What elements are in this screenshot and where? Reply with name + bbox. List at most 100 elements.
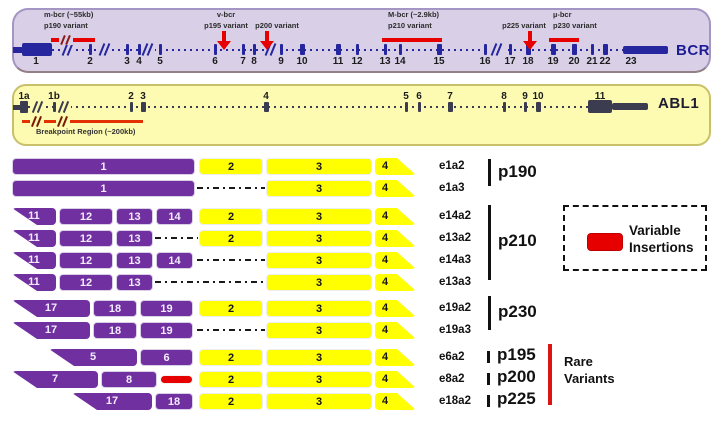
bcr-exon-segment: 17 (72, 393, 152, 410)
bcr-exon-segment: 13 (116, 252, 153, 269)
bcr-exon-segment: 19 (140, 322, 193, 339)
abl1-exon-segment: 3 (266, 300, 372, 317)
abl1-exon-tick (140, 102, 146, 112)
abl1-exon-segment: 3 (266, 230, 372, 247)
bcr-gene-label: BCR (676, 42, 710, 59)
abl1-exon-number: 11 (594, 91, 606, 102)
protein-label: p210 (498, 231, 537, 250)
bcr-exon-tick (483, 44, 487, 55)
bcr-exon-number: 13 (379, 56, 391, 67)
bcr-exon-number: 11 (332, 56, 344, 67)
abl1-exon-segment: 3 (266, 274, 372, 291)
bcr-exon-tick (571, 44, 577, 55)
bcr-exon-tick (88, 44, 92, 55)
abl1-exon-segment: 4 (375, 274, 416, 291)
abl1-gene-line (28, 106, 612, 108)
bcr-exon-number: 16 (479, 56, 491, 67)
breakpoint-region-line (22, 120, 143, 123)
bcr-exon-number: 14 (394, 56, 406, 67)
transcript-label: e14a2 (439, 210, 471, 222)
bcr-annotation-text: p200 variant (255, 21, 299, 30)
bcr-exon-segment: 12 (59, 252, 113, 269)
bcr-exon-tick (158, 44, 162, 55)
bcr-exon-number: 15 (433, 56, 445, 67)
bcr-exon-segment: 5 (49, 349, 137, 366)
bcr-exon-number: 8 (251, 56, 257, 67)
abl1-exon-segment: 2 (199, 208, 263, 225)
abl1-exon-tick (417, 102, 421, 112)
transcript-label: e8a2 (439, 373, 465, 385)
bcr-exon-tick (125, 44, 129, 55)
variant-arrow-head (523, 41, 537, 50)
legend-line2: Insertions (629, 240, 694, 255)
rare-variants-bracket (548, 344, 552, 405)
legend-box: Variable Insertions (563, 205, 707, 271)
abl1-exon-number: 2 (128, 91, 134, 102)
variant-region-bar (51, 38, 95, 42)
bcr-exon-tick (252, 44, 256, 55)
abl1-exon-tick (523, 102, 527, 112)
abl1-exon-number: 6 (416, 91, 422, 102)
abl1-exon-number: 7 (447, 91, 453, 102)
bcr-annotation-text: p195 variant (204, 21, 248, 30)
bcr-annotation-text: p190 variant (44, 21, 88, 30)
transcript-label: e13a3 (439, 276, 471, 288)
bcr-exon-number: 20 (568, 56, 580, 67)
variant-arrow-head (217, 41, 231, 50)
abl1-exon-segment: 3 (266, 349, 372, 366)
rare-protein-tick (487, 373, 490, 385)
abl1-exon-segment: 4 (375, 230, 416, 247)
bcr-exon-number: 10 (296, 56, 308, 67)
bcr-exon-segment: 14 (156, 252, 193, 269)
abl1-exon-segment: 4 (375, 322, 416, 339)
variant-arrow-stem (265, 31, 269, 42)
abl1-exon-segment: 4 (375, 371, 416, 388)
abl1-exon-number: 1a (18, 91, 30, 102)
bcr-exon-segment: 11 (12, 252, 56, 269)
bcr-exon-segment: 11 (12, 230, 56, 247)
abl1-exon-segment: 2 (199, 300, 263, 317)
transcript-label: e13a2 (439, 232, 471, 244)
abl1-exon-1a-box (20, 101, 28, 113)
bcr-exon-segment: 13 (116, 208, 153, 225)
bcr-annotation-text: p225 variant (502, 21, 546, 30)
bcr-exon-tick (383, 44, 387, 55)
variant-arrow-head (260, 41, 274, 50)
bcr-annotation-text: p210 variant (388, 21, 432, 30)
abl1-exon-segment: 4 (375, 300, 416, 317)
bcr-exon-segment: 19 (140, 300, 193, 317)
abl1-exon-number: 3 (140, 91, 146, 102)
bcr-exon-segment: 6 (140, 349, 193, 366)
bcr-exon-tick (241, 44, 245, 55)
bcr-gene-band (12, 8, 711, 73)
protein-label: p230 (498, 302, 537, 321)
rare-variants-label: Rare Variants (564, 353, 615, 387)
bcr-exon-segment: 8 (101, 371, 157, 388)
bcr-exon-number: 1 (33, 56, 39, 67)
bcr-exon-segment: 18 (93, 300, 137, 317)
abl1-exon-tick (404, 102, 408, 112)
bcr-exon-segment: 17 (12, 322, 90, 339)
abl1-exon-number: 5 (403, 91, 409, 102)
abl1-exon-segment: 4 (375, 158, 416, 175)
rare-line1: Rare (564, 354, 593, 369)
abl1-exon-number: 1b (48, 91, 60, 102)
bcr-exon-segment: 7 (12, 371, 98, 388)
bcr-exon-segment: 17 (12, 300, 90, 317)
bcr-exon-number: 17 (504, 56, 516, 67)
abl1-exon-segment: 2 (199, 349, 263, 366)
bcr-exon-tick (213, 44, 217, 55)
bcr-exon-number: 23 (625, 56, 637, 67)
bcr-exon-tick (550, 44, 556, 55)
abl1-gene-band (12, 84, 711, 146)
abl1-exon-segment: 3 (266, 158, 372, 175)
rare-protein-tick (487, 351, 490, 363)
bcr-exon-tick (279, 44, 283, 55)
abl1-exon-segment: 4 (375, 180, 416, 197)
bcr-annotation-text: M-bcr (~2.9kb) (388, 10, 440, 19)
exon-skip-dashline (155, 237, 198, 239)
abl1-exon-segment: 2 (199, 158, 263, 175)
bcr-exon-segment: 18 (93, 322, 137, 339)
bcr-exon-tick (602, 44, 608, 55)
